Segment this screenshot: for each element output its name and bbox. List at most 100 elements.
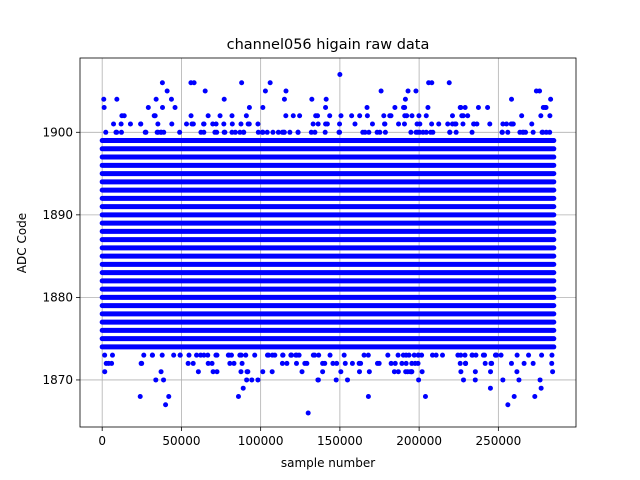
data-point — [378, 88, 384, 94]
data-point — [352, 121, 358, 127]
data-point — [238, 352, 244, 358]
data-point — [118, 129, 124, 135]
data-point — [521, 360, 527, 366]
data-point — [475, 105, 481, 111]
data-point — [232, 129, 238, 135]
data-point — [436, 121, 442, 127]
data-point — [160, 105, 166, 111]
data-point — [209, 360, 215, 366]
data-point — [127, 121, 133, 127]
data-point — [322, 129, 328, 135]
data-point — [458, 105, 464, 111]
data-point — [445, 121, 451, 127]
data-point — [141, 352, 147, 358]
data-point — [252, 352, 258, 358]
data-point — [249, 377, 255, 383]
data-point — [405, 369, 411, 375]
data-point — [161, 377, 167, 383]
data-point — [369, 121, 375, 127]
data-point — [337, 121, 343, 127]
data-point — [139, 360, 145, 366]
data-point — [324, 121, 330, 127]
x-tick-label: 100000 — [238, 434, 284, 448]
data-point — [155, 121, 161, 127]
data-point — [221, 121, 227, 127]
data-point — [316, 352, 322, 358]
data-point — [201, 121, 207, 127]
data-point — [138, 121, 144, 127]
data-point — [221, 129, 227, 135]
data-point — [460, 377, 466, 383]
data-point — [485, 105, 491, 111]
data-point — [508, 360, 514, 366]
data-point — [270, 129, 276, 135]
data-point — [320, 369, 326, 375]
data-point — [158, 129, 164, 135]
data-point — [114, 129, 120, 135]
plot-frame — [79, 57, 577, 428]
data-point — [537, 88, 543, 94]
data-point — [505, 402, 511, 408]
data-point — [283, 88, 289, 94]
data-point — [168, 96, 174, 102]
data-point — [177, 129, 183, 135]
data-point — [280, 352, 286, 358]
data-point — [205, 113, 211, 119]
data-point — [423, 113, 429, 119]
data-point — [385, 352, 391, 358]
data-point — [423, 129, 429, 135]
data-point — [330, 360, 336, 366]
data-point — [244, 369, 250, 375]
x-axis-title: sample number — [281, 456, 375, 470]
data-point — [487, 121, 493, 127]
data-point — [327, 352, 333, 358]
data-point — [447, 129, 453, 135]
data-point — [433, 352, 439, 358]
data-point — [171, 352, 177, 358]
data-point — [395, 352, 401, 358]
data-point — [213, 121, 219, 127]
data-point — [455, 352, 461, 358]
data-point — [226, 352, 232, 358]
data-point — [377, 129, 383, 135]
chart-title: channel056 higain raw data — [227, 37, 430, 53]
data-point — [425, 105, 431, 111]
data-point — [508, 121, 514, 127]
data-point — [188, 113, 194, 119]
data-point — [547, 113, 553, 119]
data-point — [342, 360, 348, 366]
data-point — [103, 360, 109, 366]
data-point — [293, 360, 299, 366]
data-point — [504, 121, 510, 127]
data-point — [401, 121, 407, 127]
data-point — [266, 352, 272, 358]
data-point — [243, 352, 249, 358]
data-point — [364, 105, 370, 111]
data-point — [238, 121, 244, 127]
data-point — [145, 105, 151, 111]
data-point — [358, 360, 364, 366]
data-point — [260, 129, 266, 135]
data-point — [267, 80, 273, 86]
data-point — [153, 96, 159, 102]
data-point — [195, 369, 201, 375]
data-point — [409, 113, 415, 119]
data-point — [189, 121, 195, 127]
data-point — [419, 369, 425, 375]
data-point — [310, 121, 316, 127]
data-point — [239, 80, 245, 86]
data-point — [514, 369, 520, 375]
data-point — [411, 352, 417, 358]
data-point — [453, 129, 459, 135]
data-point — [334, 360, 340, 366]
data-point — [366, 129, 372, 135]
data-point — [539, 352, 545, 358]
data-point — [401, 105, 407, 111]
data-point — [500, 377, 506, 383]
data-point — [246, 105, 252, 111]
data-point — [465, 113, 471, 119]
data-point — [356, 369, 362, 375]
data-point — [198, 352, 204, 358]
data-point — [312, 129, 318, 135]
